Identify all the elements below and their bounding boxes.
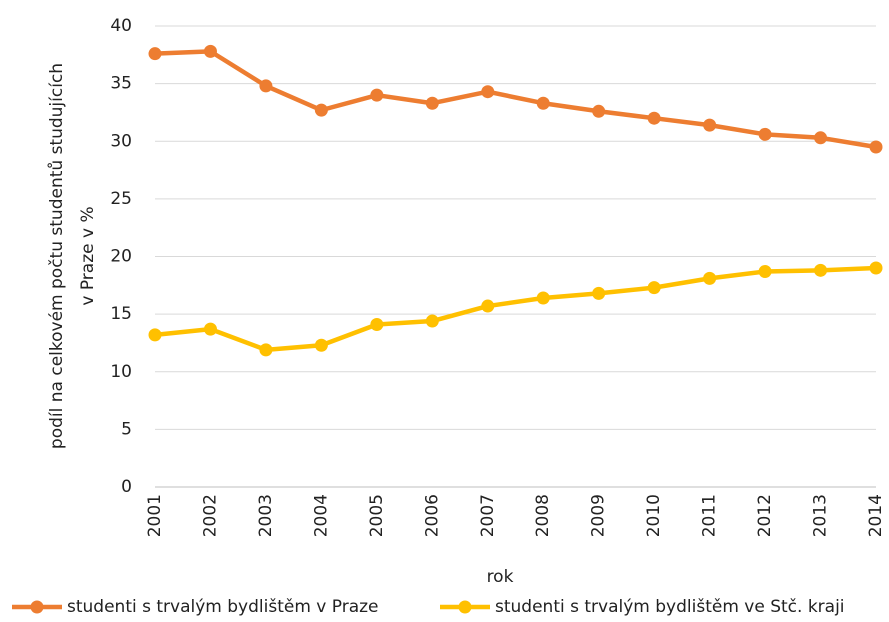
data-point [814,131,828,145]
data-point [869,140,883,154]
data-point [703,271,717,285]
x-tick-label: 2001 [145,494,165,537]
y-tick-label: 35 [110,74,132,94]
data-point [425,314,439,328]
y-axis-label: podíl na celkovém počtu studentů studují… [47,63,67,449]
data-point [647,111,661,125]
data-point [758,264,772,278]
data-point [314,338,328,352]
data-point [481,85,495,99]
x-tick-label: 2010 [644,494,664,537]
legend-marker [30,600,44,614]
x-axis-label: rok [487,567,514,587]
data-point [148,328,162,342]
y-tick-label: 30 [110,131,132,151]
data-point [203,44,217,58]
data-point [314,103,328,117]
y-axis-label: v Praze v % [78,206,98,305]
series-line [154,265,877,353]
y-tick-label: 10 [110,362,132,382]
data-point [370,317,384,331]
data-point [536,96,550,110]
data-point [647,281,661,295]
data-point [536,291,550,305]
data-point [592,286,606,300]
series-line [154,49,877,150]
y-tick-label: 15 [110,304,132,324]
x-tick-label: 2005 [367,494,387,537]
data-point [758,127,772,141]
x-tick-label: 2008 [533,494,553,537]
data-point [481,299,495,313]
x-tick-label: 2003 [256,494,276,537]
y-tick-label: 25 [110,189,132,209]
data-point [703,118,717,132]
data-point [370,88,384,102]
data-point [592,104,606,118]
data-point [203,322,217,336]
x-tick-label: 2007 [478,494,498,537]
y-tick-label: 20 [110,247,132,267]
data-point [425,96,439,110]
x-tick-label: 2004 [311,494,331,537]
data-point [869,261,883,275]
x-tick-label: 2012 [755,494,775,537]
x-tick-label: 2014 [866,494,886,537]
data-point [148,47,162,61]
data-point [259,343,273,357]
y-tick-label: 0 [121,477,132,497]
x-tick-label: 2013 [811,494,831,537]
legend-marker [458,600,472,614]
legend-label: studenti s trvalým bydlištěm v Praze [67,597,379,617]
x-tick-label: 2009 [589,494,609,537]
data-point [259,79,273,93]
x-tick-label: 2006 [422,494,442,537]
x-tick-label: 2011 [700,494,720,537]
x-tick-label: 2002 [200,494,220,537]
data-point [814,263,828,277]
y-tick-label: 5 [121,419,132,439]
legend-label: studenti s trvalým bydlištěm ve Stč. kra… [495,597,845,617]
y-tick-label: 40 [110,16,132,36]
